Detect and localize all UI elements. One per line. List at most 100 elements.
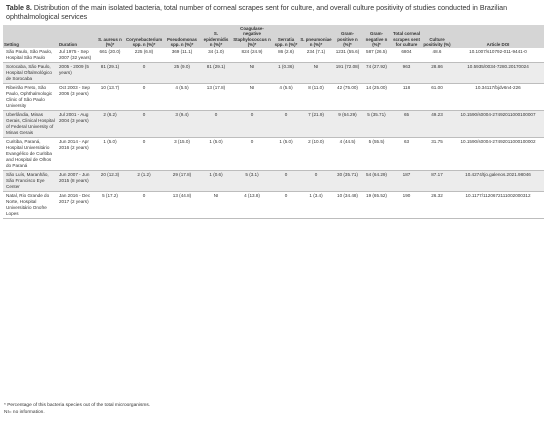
column-header: Article DOI	[452, 25, 544, 49]
cell-s-epidermidis: 0	[201, 110, 231, 139]
cell-gram-positive: 30 (35.71)	[333, 170, 362, 193]
column-header: Duration	[58, 25, 95, 49]
table-caption: Table 8. Distribution of the main isolat…	[6, 4, 544, 21]
cell-gram-negative: 54 (64.29)	[362, 170, 391, 193]
cell-serratia: 0	[273, 110, 299, 139]
column-header: Culture positivity (%)	[422, 25, 452, 49]
cell-s-epidermidis: 13 (17.8)	[201, 83, 231, 112]
column-header: Corynebacterium spp. n (%)*	[125, 25, 163, 49]
cell-corynebacterium: 0	[125, 110, 163, 139]
cell-gram-negative: 5 (55.5)	[362, 137, 391, 172]
cell-culture-positivity: 26.32	[422, 191, 452, 220]
cell-corynebacterium: 0	[125, 62, 163, 85]
cell-s-pneumoniae: 7 (21.9)	[299, 110, 333, 139]
cell-serratia: 0	[273, 170, 299, 193]
cell-cons: 0	[231, 110, 273, 139]
cell-corynebacterium: 2 (1.2)	[125, 170, 163, 193]
cell-duration: Jan 2016 - Dec 2017 (2 years)	[58, 191, 95, 220]
cell-cons: NI	[231, 62, 273, 85]
cell-gram-positive: 42 (75.00)	[333, 83, 362, 112]
cell-gram-negative: 5 (35.71)	[362, 110, 391, 139]
cell-gram-positive: 10 (34.48)	[333, 191, 362, 220]
cell-article-doi: 10.1590/s0004-27492011000100007	[452, 110, 544, 139]
cell-s-pneumoniae: 1 (3.4)	[299, 191, 333, 220]
cell-corynebacterium: 0	[125, 83, 163, 112]
cell-article-doi: 10.5935/0034-7280.20170024	[452, 62, 544, 85]
cell-s-aureus: 661 (20.0)	[95, 48, 125, 64]
column-header: Gram-negative n (%)*	[362, 25, 391, 49]
cell-article-doi: 10.1177/1120672111002000312	[452, 191, 544, 220]
cell-total-scrapes: 190	[391, 191, 422, 220]
cell-s-aureus: 5 (17.2)	[95, 191, 125, 220]
cell-s-epidermidis: 1 (0.6)	[201, 170, 231, 193]
cell-pseudomonas: 25 (9.0)	[163, 62, 201, 85]
table-row: Curitiba, Paraná, Hospital Universitário…	[3, 137, 544, 172]
cell-setting: Ribeirão Preto, São Paulo, Ophthalmologi…	[3, 83, 58, 112]
cell-duration: Jul 2001 - Aug 2004 (3 years)	[58, 110, 95, 139]
cell-setting: Curitiba, Paraná, Hospital Universitário…	[3, 137, 58, 172]
column-header: Gram-positive n (%)*	[333, 25, 362, 49]
cell-culture-positivity: 87.17	[422, 170, 452, 193]
cell-s-epidermidis: 34 (1.0)	[201, 48, 231, 64]
footnote-percentage: * Percentage of this bacteria species ou…	[4, 403, 151, 408]
cell-s-aureus: 81 (29.1)	[95, 62, 125, 85]
cell-gram-positive: 1231 (55.6)	[333, 48, 362, 64]
column-header: S. pneumoniae n (%)*	[299, 25, 333, 49]
cell-duration: Jun 2014 - Apr 2016 (2 years)	[58, 137, 95, 172]
cell-s-epidermidis: 1 (5.0)	[201, 137, 231, 172]
cell-corynebacterium: 0	[125, 191, 163, 220]
cell-s-aureus: 20 (12.3)	[95, 170, 125, 193]
cell-gram-negative: 74 (27.92)	[362, 62, 391, 85]
cell-setting: Sorocaba, São Paulo, Hospital Oftalmológ…	[3, 62, 58, 85]
column-header: S. epidermidis n (%)*	[201, 25, 231, 49]
cell-s-pneumoniae: 234 (7.1)	[299, 48, 333, 64]
cell-cons: 0	[231, 137, 273, 172]
cell-duration: Jul 1975 - Sep 2007 (32 years)	[58, 48, 95, 64]
cell-total-scrapes: 6804	[391, 48, 422, 64]
cell-gram-negative: 587 (26.5)	[362, 48, 391, 64]
cell-total-scrapes: 63	[391, 137, 422, 172]
cell-s-aureus: 10 (13.7)	[95, 83, 125, 112]
cell-gram-positive: 191 (72.08)	[333, 62, 362, 85]
cell-total-scrapes: 187	[391, 170, 422, 193]
cell-cons: NI	[231, 83, 273, 112]
cell-pseudomonas: 3 (9.4)	[163, 110, 201, 139]
cell-corynebacterium: 0	[125, 137, 163, 172]
column-header: S. aureus n (%)*	[95, 25, 125, 49]
cell-pseudomonas: 4 (5.5)	[163, 83, 201, 112]
cell-article-doi: 10.34117/bjdv6n4-226	[452, 83, 544, 112]
cell-duration: Oct 2003 - Sep 2006 (3 years)	[58, 83, 95, 112]
cell-total-scrapes: 65	[391, 110, 422, 139]
cell-setting: São Luís, Maranhão, São Francisco Eye Ce…	[3, 170, 58, 193]
cell-total-scrapes: 118	[391, 83, 422, 112]
cell-serratia: 4 (5.5)	[273, 83, 299, 112]
cell-culture-positivity: 28.86	[422, 62, 452, 85]
data-table: Setting Duration S. aureus n (%)* Coryne…	[3, 25, 544, 220]
table-row: Sorocaba, São Paulo, Hospital Oftalmológ…	[3, 62, 544, 85]
cell-s-pneumoniae: 2 (10.0)	[299, 137, 333, 172]
cell-pseudomonas: 3 (15.0)	[163, 137, 201, 172]
cell-setting: São Paulo, São Paulo, Hospital São Paulo	[3, 48, 58, 64]
cell-article-doi: 10.4274/tjo.galenos.2021.98046	[452, 170, 544, 193]
cell-s-pneumoniae: 0	[299, 170, 333, 193]
table-header-row: Setting Duration S. aureus n (%)* Coryne…	[3, 25, 544, 49]
cell-s-aureus: 2 (6.2)	[95, 110, 125, 139]
cell-s-epidermidis: NI	[201, 191, 231, 220]
cell-serratia: 86 (2.6)	[273, 48, 299, 64]
table-row: Ribeirão Preto, São Paulo, Ophthalmologi…	[3, 83, 544, 112]
cell-culture-positivity: 48.6	[422, 48, 452, 64]
column-header: Pseudomonas spp. n (%)*	[163, 25, 201, 49]
cell-setting: Natal, Rio Grande do Norte, Hospital Uni…	[3, 191, 58, 220]
cell-s-epidermidis: 81 (29.1)	[201, 62, 231, 85]
column-header: Serratia spp. n (%)*	[273, 25, 299, 49]
cell-corynebacterium: 225 (6.8)	[125, 48, 163, 64]
cell-article-doi: 10.1007/s10792-011-9441-0	[452, 48, 544, 64]
cell-article-doi: 10.1590/s0004-27492011000100002	[452, 137, 544, 172]
cell-cons: 824 (24.9)	[231, 48, 273, 64]
cell-setting: Uberlândia, Minas Gerais, Clinical Hospi…	[3, 110, 58, 139]
cell-pseudomonas: 29 (17.8)	[163, 170, 201, 193]
table-row: São Luís, Maranhão, São Francisco Eye Ce…	[3, 170, 544, 193]
cell-cons: 5 (3.1)	[231, 170, 273, 193]
table-row: Uberlândia, Minas Gerais, Clinical Hospi…	[3, 110, 544, 139]
table-row: Natal, Rio Grande do Norte, Hospital Uni…	[3, 191, 544, 220]
